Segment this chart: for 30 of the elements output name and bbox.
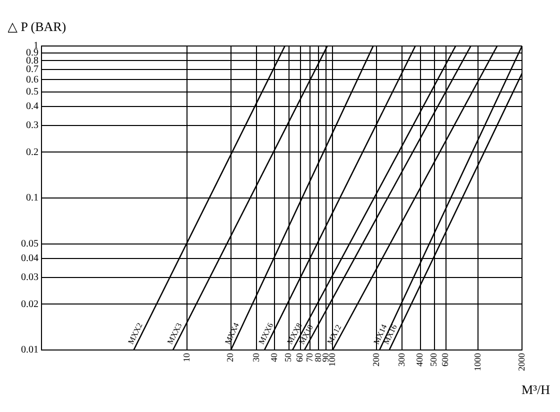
x-tick-label: 200 — [370, 352, 381, 366]
x-tick-label: 40 — [269, 352, 280, 362]
y-tick-label: 0.4 — [26, 101, 38, 112]
y-tick-label: 0.02 — [21, 298, 38, 310]
x-tick-label: 400 — [414, 352, 425, 366]
x-tick-label: 10 — [181, 352, 192, 362]
x-tick-label: 20 — [225, 352, 236, 362]
y-tick-label: 0.8 — [26, 55, 38, 66]
y-tick-label: 0.1 — [26, 192, 38, 204]
x-tick-label: 80 — [312, 352, 323, 362]
x-tick-label: 90 — [320, 352, 330, 362]
x-tick-label: 1000 — [472, 352, 483, 371]
x-tick-label: 300 — [396, 352, 406, 366]
x-tick-label: 70 — [304, 352, 314, 362]
x-tick-label: 2000 — [516, 352, 526, 371]
x-tick-label: 60 — [294, 352, 305, 362]
y-tick-label: 0.6 — [26, 74, 38, 86]
y-tick-label: 0.03 — [21, 272, 38, 284]
y-tick-label: 0.01 — [21, 344, 38, 356]
y-tick-label: 0.3 — [26, 120, 38, 132]
x-tick-label: 500 — [428, 352, 439, 366]
x-tick-label: 600 — [440, 352, 450, 366]
x-tick-label: 50 — [283, 352, 294, 362]
x-axis-title: M³/H — [522, 382, 550, 397]
y-tick-label: 0.2 — [26, 146, 38, 158]
y-tick-label: 0.05 — [21, 238, 38, 250]
y-tick-label: 0.04 — [21, 253, 38, 264]
x-tick-label: 30 — [250, 352, 261, 362]
y-tick-label: 0.5 — [26, 86, 38, 98]
y-tick-label: 0.7 — [26, 64, 38, 76]
